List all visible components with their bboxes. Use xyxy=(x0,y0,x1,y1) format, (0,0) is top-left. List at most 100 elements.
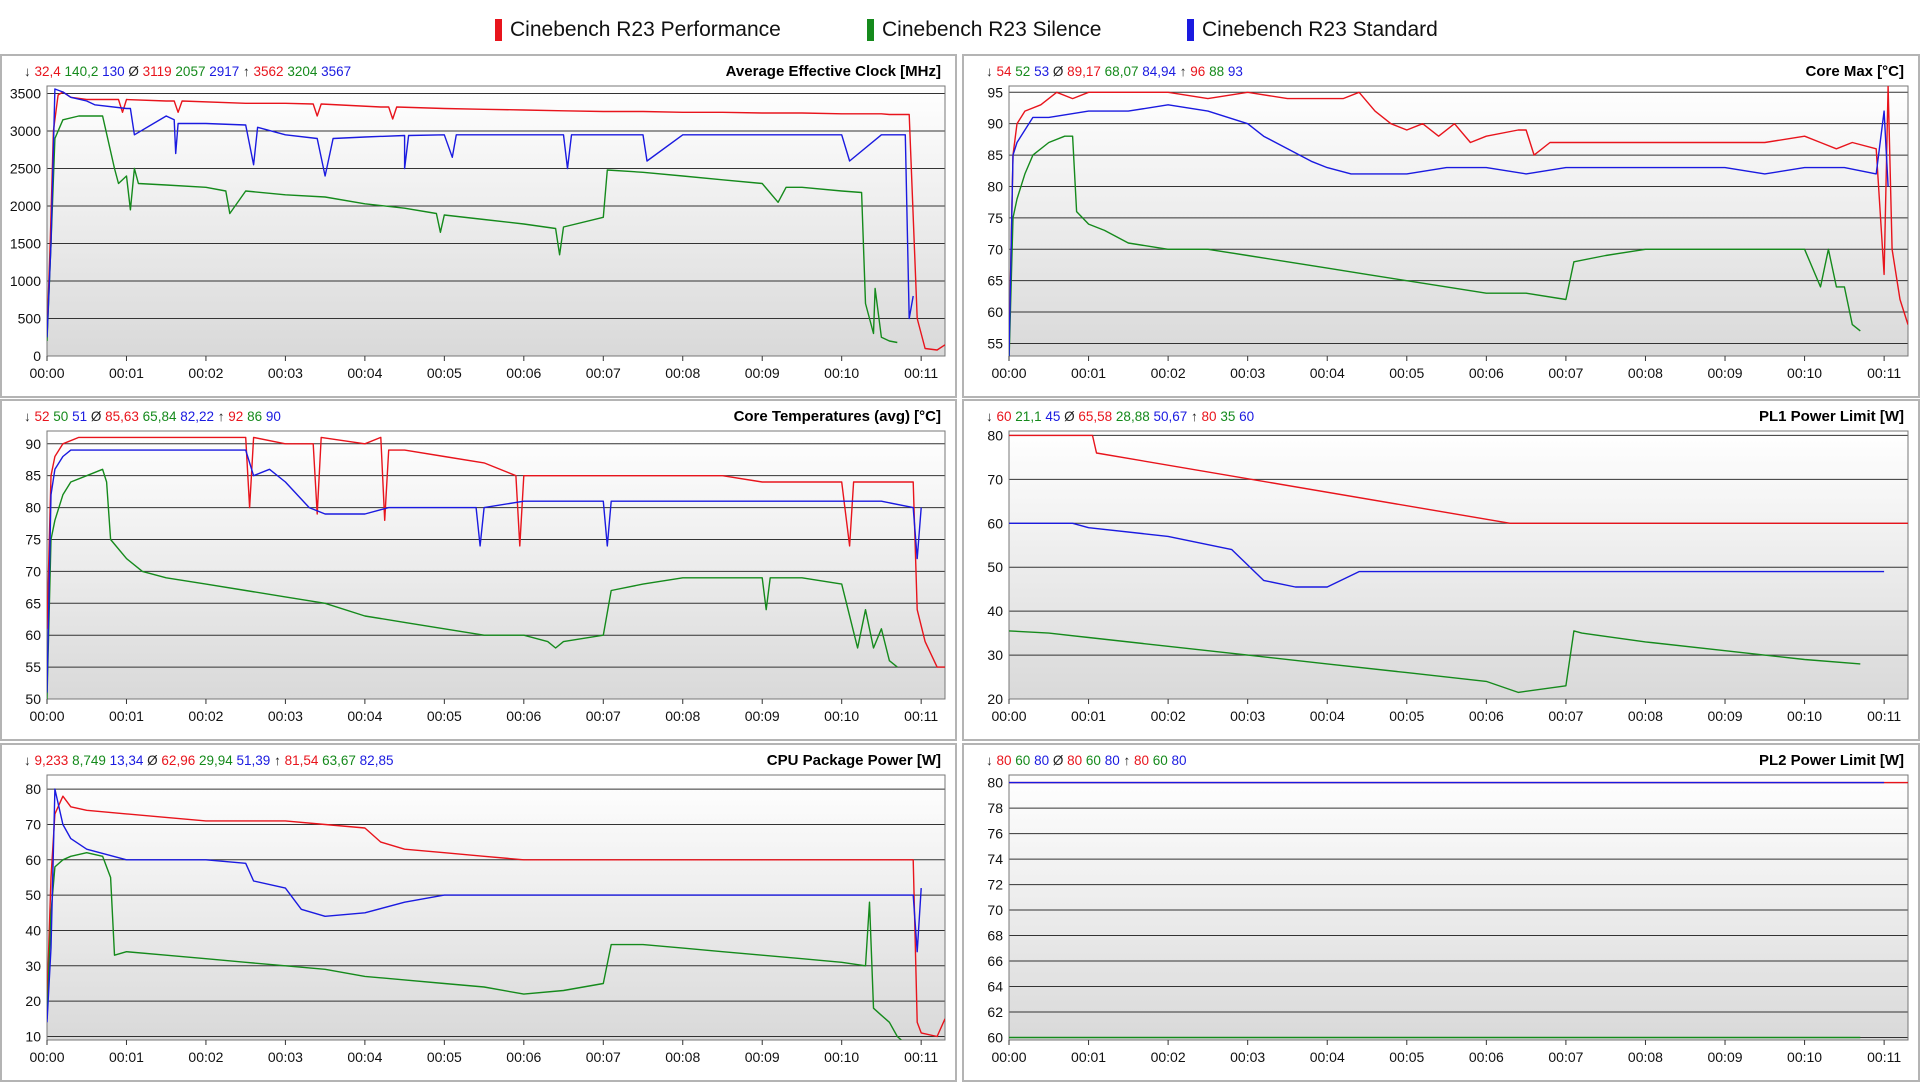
stat-min-silence: 140,2 xyxy=(65,64,103,79)
x-tick-label: 00:03 xyxy=(268,708,303,724)
stats-line: ↓ 80 60 80 Ø 80 60 80 ↑ 80 60 80 xyxy=(986,753,1187,768)
stat-min-silence: 52 xyxy=(1015,64,1034,79)
x-tick-label: 00:03 xyxy=(268,365,303,381)
x-tick-label: 00:05 xyxy=(1389,365,1424,381)
stat-avg-performance: 65,58 xyxy=(1078,409,1116,424)
y-tick-label: 55 xyxy=(25,659,41,675)
series-line-silence xyxy=(47,851,902,1040)
x-tick-label: 00:00 xyxy=(991,1049,1026,1065)
x-tick-label: 00:10 xyxy=(1787,1049,1822,1065)
chart-cpu-package-power: 10 20 30 40 50 60 70 80 00:00 00:01 00:02 00:03 00:0… xyxy=(24,752,946,1065)
stat-max-performance: 96 xyxy=(1190,64,1209,79)
stat-symbol-min: ↓ xyxy=(986,64,997,79)
stat-symbol-max: ↑ xyxy=(1120,753,1134,768)
y-tick-label: 1000 xyxy=(10,273,41,289)
x-tick-label: 00:09 xyxy=(745,365,780,381)
x-tick-label: 00:05 xyxy=(1389,708,1424,724)
y-tick-label: 70 xyxy=(987,471,1003,487)
stat-symbol-max: ↑ xyxy=(1187,409,1201,424)
legend-swatch-silence xyxy=(867,19,874,41)
y-tick-label: 72 xyxy=(987,877,1003,893)
stat-symbol-avg: Ø xyxy=(125,64,143,79)
y-tick-label: 62 xyxy=(987,1004,1003,1020)
y-tick-label: 20 xyxy=(25,993,41,1009)
legend-item-performance: Cinebench R23 Performance xyxy=(495,16,781,44)
stat-symbol-max: ↑ xyxy=(1176,64,1190,79)
plot-frame xyxy=(46,85,946,357)
chart-title: Core Max [°C] xyxy=(1805,63,1904,80)
stat-symbol-avg: Ø xyxy=(1049,64,1067,79)
y-tick-label: 60 xyxy=(25,852,41,868)
series-line-standard xyxy=(1009,522,1885,588)
stat-max-performance: 80 xyxy=(1134,753,1153,768)
stats-line: ↓ 52 50 51 Ø 85,63 65,84 82,22 ↑ 92 86 9… xyxy=(24,409,281,424)
x-tick-label: 00:05 xyxy=(427,708,462,724)
stat-avg-silence: 29,94 xyxy=(199,753,237,768)
y-tick-label: 80 xyxy=(987,178,1003,194)
stat-symbol-avg: Ø xyxy=(1060,409,1078,424)
stat-max-silence: 3204 xyxy=(287,64,321,79)
stat-avg-silence: 28,88 xyxy=(1116,409,1154,424)
x-tick-label: 00:00 xyxy=(991,365,1026,381)
x-tick-label: 00:11 xyxy=(1867,1049,1901,1065)
y-tick-label: 500 xyxy=(18,311,42,327)
series-line-silence xyxy=(47,468,898,699)
series-line-performance xyxy=(1009,86,1908,350)
chart-core-temperatures: 50 55 60 65 70 75 80 85 90 00:00 00:01 00:02 00:03 00… xyxy=(24,408,946,724)
stat-min-standard: 13,34 xyxy=(110,753,144,768)
x-tick-label: 00:02 xyxy=(1151,708,1186,724)
series-line-performance xyxy=(47,795,945,1038)
stat-avg-performance: 85,63 xyxy=(105,409,143,424)
stats-line: ↓ 9,233 8,749 13,34 Ø 62,96 29,94 51,39 … xyxy=(24,753,393,768)
x-tick-label: 00:04 xyxy=(1310,708,1345,724)
chart-average-effective-clock: 0 500 1000 1500 2000 2500 3000 3500 00:00 00:01 00… xyxy=(10,63,946,381)
chart-core-max: 55 60 65 70 75 80 85 90 95 00:00 00:01 00:02 00:03 00… xyxy=(986,63,1909,381)
stat-avg-silence: 65,84 xyxy=(143,409,181,424)
y-tick-label: 70 xyxy=(25,563,41,579)
x-tick-label: 00:00 xyxy=(29,365,64,381)
x-tick-label: 00:06 xyxy=(506,365,541,381)
stat-symbol-avg: Ø xyxy=(143,753,161,768)
plot-frame xyxy=(46,774,946,1041)
plot-area xyxy=(1009,431,1908,699)
y-tick-label: 64 xyxy=(987,978,1003,994)
legend-label-standard: Cinebench R23 Standard xyxy=(1202,18,1438,41)
stats-line: ↓ 60 21,1 45 Ø 65,58 28,88 50,67 ↑ 80 35… xyxy=(986,409,1254,424)
stat-max-performance: 80 xyxy=(1202,409,1221,424)
x-tick-label: 00:10 xyxy=(1787,708,1822,724)
y-tick-label: 10 xyxy=(25,1028,41,1044)
y-tick-label: 20 xyxy=(987,691,1003,707)
series-line-performance xyxy=(1009,434,1908,525)
x-tick-label: 00:04 xyxy=(347,1049,382,1065)
legend-label-silence: Cinebench R23 Silence xyxy=(882,18,1102,41)
x-tick-label: 00:01 xyxy=(109,1049,144,1065)
x-tick-label: 00:07 xyxy=(1548,1049,1583,1065)
series-line-silence xyxy=(1009,630,1861,694)
stat-min-standard: 51 xyxy=(72,409,87,424)
y-tick-label: 50 xyxy=(25,691,41,707)
series-line-silence xyxy=(1009,135,1861,356)
stat-max-silence: 60 xyxy=(1153,753,1172,768)
stat-min-performance: 54 xyxy=(997,64,1016,79)
stat-min-performance: 60 xyxy=(997,409,1016,424)
x-tick-label: 00:05 xyxy=(427,365,462,381)
y-tick-label: 90 xyxy=(987,116,1003,132)
x-tick-label: 00:07 xyxy=(586,1049,621,1065)
x-tick-label: 00:03 xyxy=(1230,1049,1265,1065)
x-tick-label: 00:07 xyxy=(1548,708,1583,724)
y-tick-label: 85 xyxy=(25,468,41,484)
x-tick-label: 00:06 xyxy=(1469,708,1504,724)
stat-min-silence: 21,1 xyxy=(1015,409,1045,424)
y-tick-label: 60 xyxy=(987,304,1003,320)
x-tick-label: 00:11 xyxy=(904,365,938,381)
x-tick-label: 00:11 xyxy=(904,1049,938,1065)
stat-symbol-max: ↑ xyxy=(239,64,253,79)
stat-max-silence: 35 xyxy=(1220,409,1239,424)
y-tick-label: 30 xyxy=(987,647,1003,663)
plot-frame xyxy=(1008,774,1909,1041)
chart-title: CPU Package Power [W] xyxy=(767,752,941,769)
stat-min-standard: 80 xyxy=(1034,753,1049,768)
x-tick-label: 00:09 xyxy=(745,1049,780,1065)
x-tick-label: 00:03 xyxy=(268,1049,303,1065)
x-tick-label: 00:07 xyxy=(1548,365,1583,381)
